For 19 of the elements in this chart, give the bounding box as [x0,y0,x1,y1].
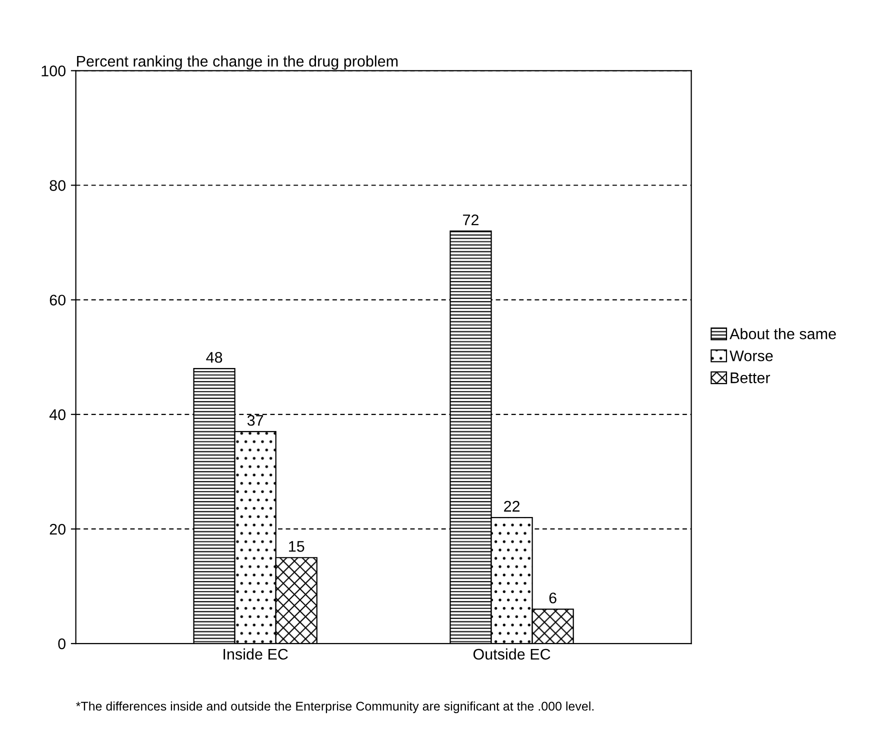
data-label: 15 [289,541,304,552]
y-tick-label: 100 [42,66,66,76]
y-tick-label: 0 [58,638,66,650]
y-tick-label: 60 [50,294,66,306]
data-label: 22 [504,500,520,512]
legend-label: About the same [730,328,836,340]
data-label: 48 [206,352,222,363]
legend-label: Better [730,372,770,384]
data-label: 72 [463,214,478,226]
y-tick-label: 40 [49,409,66,420]
data-label: 37 [247,414,264,426]
chart-title: Percent ranking the change in the drug problem [77,55,398,70]
data-label: 6 [549,592,556,604]
y-tick-label: 80 [50,180,66,191]
x-tick-label: Inside EC [224,648,288,660]
text: *The differences inside and outside the Enterprise Community are significant at the .000 level. [76,701,594,714]
legend-label: Worse [730,350,773,362]
y-tick-label: 20 [50,524,66,535]
x-tick-label: Outside EC [473,648,550,660]
